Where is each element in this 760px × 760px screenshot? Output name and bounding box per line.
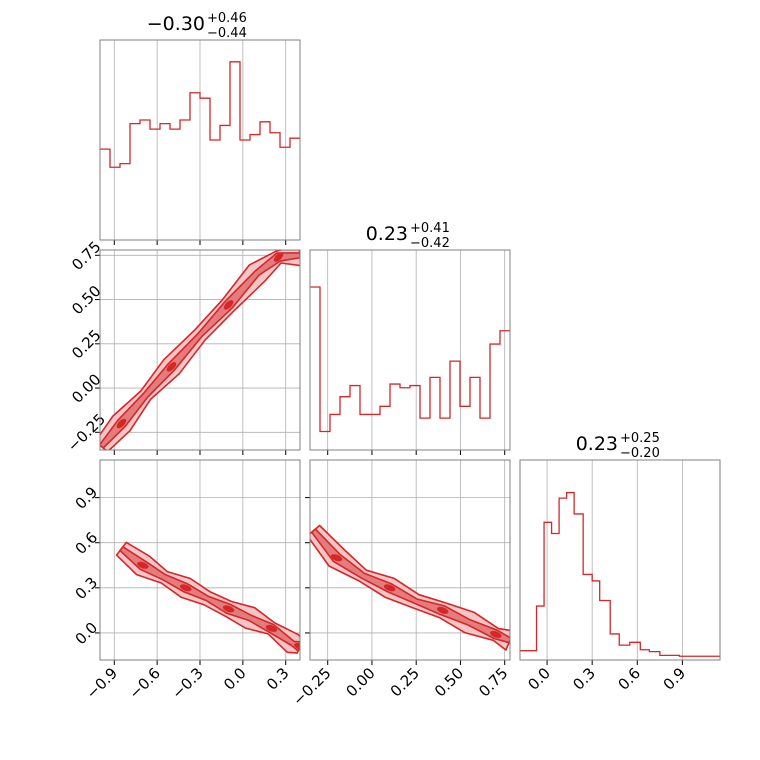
x-tick-label: −0.3 [168, 664, 206, 702]
title-2-upper: +0.25 [620, 431, 660, 446]
x-tick-label: 0.75 [475, 664, 511, 700]
x-tick-label: −0.25 [289, 664, 334, 709]
title-param-1: 0.23 +0.41 −0.42 [366, 221, 450, 251]
histogram-step-line [310, 286, 510, 433]
y-tick-label: 0.00 [68, 370, 104, 406]
y-tick-label: 0.0 [72, 619, 102, 649]
contour-peak [383, 584, 396, 592]
contour-panel-0: −0.250.000.250.500.75 [64, 238, 301, 455]
contour-peak [179, 584, 192, 592]
contour-peak [116, 418, 127, 429]
histogram-panel-2: 0.0 0.3 0.6 0.9 [519, 459, 721, 694]
title-1-value: 0.23 [366, 223, 408, 245]
title-0-lower: −0.44 [207, 26, 247, 41]
y-tick-label: 0.25 [68, 326, 104, 362]
x-tick-label: 0.00 [342, 664, 378, 700]
title-2-lower: −0.20 [620, 446, 660, 461]
x-tick-label: 0.6 [615, 664, 645, 694]
contour-peak [166, 362, 177, 372]
histogram-panel-0 [99, 39, 301, 245]
panel-frame [309, 459, 511, 661]
title-2-value: 0.23 [576, 433, 618, 455]
panel-frame [99, 459, 301, 661]
panel-frame [519, 459, 721, 661]
contour-peak [330, 554, 343, 562]
title-param-2: 0.23 +0.25 −0.20 [576, 431, 660, 461]
y-tick-label: 0.6 [72, 528, 102, 558]
x-tick-label: 0.9 [660, 664, 690, 694]
y-tick-label: 0.50 [68, 282, 104, 318]
contour-outer [100, 250, 300, 450]
contour-peak [265, 624, 278, 632]
contour-layer [100, 250, 300, 450]
contour-peak [294, 642, 300, 650]
histogram-panel-1 [309, 249, 511, 455]
x-tick-label: 0.0 [220, 664, 250, 694]
contour-layer [310, 524, 510, 651]
contour-inner [310, 528, 510, 644]
y-tick-label: 0.9 [72, 483, 102, 513]
title-0-upper: +0.46 [207, 11, 247, 26]
contour-panel-2: −0.25 0.00 0.25 0.50 0.75 [289, 459, 512, 709]
histogram-step-line [100, 61, 300, 168]
contour-peak [223, 300, 234, 310]
title-param-0: −0.30 +0.46 −0.44 [147, 11, 247, 41]
y-tick-label: 0.3 [72, 573, 102, 603]
contour-peak [490, 630, 502, 638]
title-1-lower: −0.42 [410, 236, 450, 251]
title-1-upper: +0.41 [410, 221, 450, 236]
contour-peak [437, 606, 449, 614]
x-tick-label: −0.9 [83, 664, 121, 702]
y-tick-label: 0.75 [68, 238, 104, 274]
contour-panel-1: −0.9 −0.6 −0.3 0.0 0.3 0.0 0.3 0.6 0.9 [72, 459, 301, 703]
contour-inner [119, 546, 300, 652]
contour-peak [273, 252, 284, 262]
x-tick-label: 0.3 [569, 664, 599, 694]
x-tick-label: 0.50 [431, 664, 467, 700]
x-tick-label: 0.25 [387, 664, 423, 700]
contour-peak [222, 605, 235, 613]
panel-frame [99, 249, 301, 451]
contour-peak [137, 561, 149, 569]
x-tick-label: −0.6 [125, 664, 163, 702]
title-0-value: −0.30 [147, 13, 205, 35]
x-tick-label: 0.3 [263, 664, 293, 694]
histogram-step-line [520, 491, 720, 657]
x-tick-label: 0.0 [524, 664, 554, 694]
panel-frame [309, 249, 511, 451]
panel-frame [99, 39, 301, 241]
contour-layer [115, 541, 300, 654]
